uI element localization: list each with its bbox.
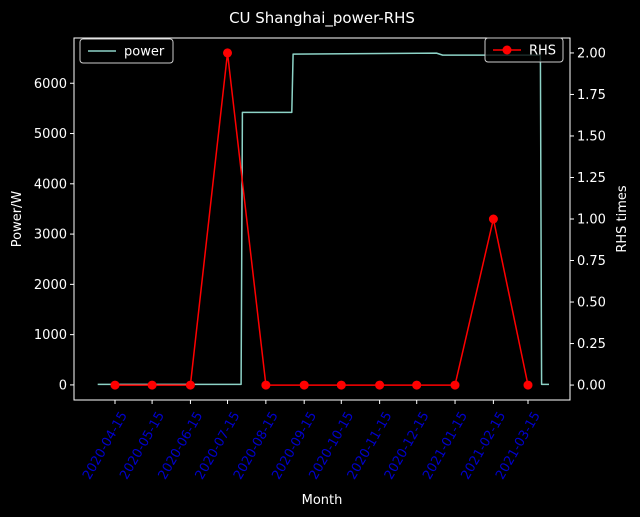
y-left-tick-label: 0	[59, 378, 67, 393]
y-right-tick-label: 0.50	[577, 296, 606, 311]
y-right-tick-label: 1.25	[577, 171, 606, 186]
y-left-tick-label: 2000	[34, 278, 67, 293]
rhs-point	[450, 380, 460, 390]
y-right-tick-label: 0.00	[577, 379, 606, 394]
rhs-point	[110, 380, 120, 390]
rhs-point	[375, 380, 385, 390]
rhs-point	[488, 214, 498, 224]
rhs-point	[412, 380, 422, 390]
series-line-rhs	[115, 52, 529, 386]
y-left-tick-label: 3000	[34, 228, 67, 243]
rhs-point	[185, 380, 195, 390]
y-right-tick-label: 2.00	[577, 46, 606, 61]
chart-title: CU Shanghai_power-RHS	[229, 9, 415, 28]
y-axis-right-label: RHS times	[615, 185, 630, 253]
y-right-tick-label: 1.75	[577, 88, 606, 103]
rhs-point	[147, 380, 157, 390]
series-line-power	[97, 52, 549, 386]
y-left-tick-label: 5000	[34, 127, 67, 142]
x-axis-label: Month	[302, 493, 343, 508]
y-right-tick-label: 1.00	[577, 213, 606, 228]
y-right-tick-label: 0.75	[577, 254, 606, 269]
legend-rhs-marker	[502, 45, 512, 55]
y-left-tick-label: 1000	[34, 328, 67, 343]
y-left-tick-label: 6000	[34, 77, 67, 92]
rhs-point	[523, 380, 533, 390]
y-left-tick-label: 4000	[34, 177, 67, 192]
y-right-tick-label: 0.25	[577, 337, 606, 352]
legend-rhs-label: RHS	[529, 44, 556, 59]
y-right-tick-label: 1.50	[577, 129, 606, 144]
y-axis-left-label: Power/W	[10, 191, 25, 248]
legend-rhs-box	[484, 37, 564, 63]
rhs-point	[336, 380, 346, 390]
rhs-point	[223, 48, 232, 58]
rhs-point	[299, 380, 309, 390]
legend-power-box	[79, 38, 174, 64]
rhs-point	[261, 380, 271, 390]
legend-power-label: power	[124, 45, 165, 60]
